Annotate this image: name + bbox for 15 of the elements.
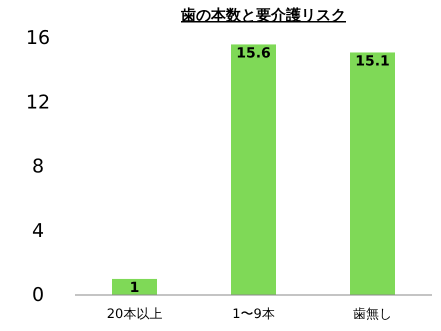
x-tick-label: 20本以上 bbox=[106, 307, 162, 322]
bar bbox=[231, 44, 276, 295]
x-tick-label: 1〜9本 bbox=[232, 307, 275, 322]
data-label: 1 bbox=[130, 280, 140, 296]
title: 歯の本数と要介護リスク bbox=[181, 6, 346, 24]
y-tick-label: 4 bbox=[32, 220, 44, 242]
x-tick-label: 歯無し bbox=[353, 307, 392, 322]
data-label: 15.1 bbox=[355, 53, 390, 70]
data-label: 15.6 bbox=[236, 45, 271, 62]
y-tick-label: 16 bbox=[26, 27, 50, 49]
bar bbox=[350, 52, 395, 295]
y-tick-label: 0 bbox=[32, 284, 44, 306]
y-tick-label: 8 bbox=[32, 156, 44, 178]
y-tick-label: 12 bbox=[26, 91, 50, 114]
bar bbox=[112, 278, 157, 295]
